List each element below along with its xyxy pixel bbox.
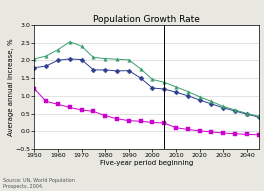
Title: Population Growth Rate: Population Growth Rate bbox=[93, 15, 200, 24]
X-axis label: Five-year period beginning: Five-year period beginning bbox=[100, 159, 193, 166]
Y-axis label: Average annual increase, %: Average annual increase, % bbox=[8, 38, 14, 136]
Text: Source: UN, World Population
Prospects, 2004.: Source: UN, World Population Prospects, … bbox=[3, 178, 74, 189]
